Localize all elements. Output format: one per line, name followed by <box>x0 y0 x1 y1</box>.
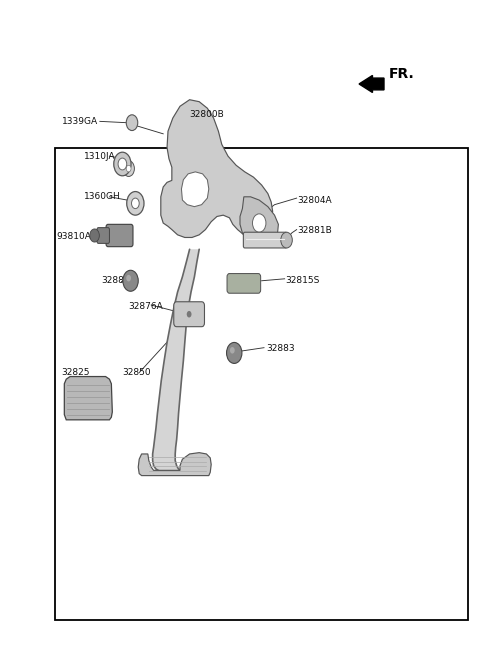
Text: 1339GA: 1339GA <box>62 117 98 126</box>
Circle shape <box>187 311 192 318</box>
Text: 32881B: 32881B <box>298 226 332 236</box>
Text: 1310JA: 1310JA <box>84 152 116 161</box>
Circle shape <box>123 161 134 176</box>
Text: 93810A: 93810A <box>57 232 92 241</box>
Text: FR.: FR. <box>389 68 415 81</box>
Circle shape <box>126 275 131 281</box>
Polygon shape <box>181 172 209 207</box>
FancyArrow shape <box>359 75 384 92</box>
Circle shape <box>126 165 131 172</box>
Text: 32883: 32883 <box>101 276 130 285</box>
Circle shape <box>252 214 266 232</box>
FancyBboxPatch shape <box>243 232 287 248</box>
Text: 32883: 32883 <box>266 344 295 354</box>
FancyBboxPatch shape <box>174 302 204 327</box>
Polygon shape <box>153 249 199 471</box>
Circle shape <box>230 347 235 354</box>
Text: 1360GH: 1360GH <box>84 192 121 201</box>
Text: 32815S: 32815S <box>286 276 320 285</box>
Circle shape <box>126 115 138 131</box>
Polygon shape <box>64 377 112 420</box>
Circle shape <box>123 270 138 291</box>
Circle shape <box>118 158 127 170</box>
Circle shape <box>281 232 292 248</box>
Text: 32804A: 32804A <box>298 195 332 205</box>
Text: 32825: 32825 <box>61 368 90 377</box>
Circle shape <box>114 152 131 176</box>
Text: 32850: 32850 <box>122 368 151 377</box>
Polygon shape <box>240 197 278 245</box>
FancyBboxPatch shape <box>97 228 109 243</box>
Text: 32800B: 32800B <box>190 110 224 119</box>
Circle shape <box>90 229 99 242</box>
Circle shape <box>227 342 242 363</box>
Circle shape <box>132 198 139 209</box>
Polygon shape <box>138 453 211 476</box>
Bar <box>55 148 468 620</box>
FancyBboxPatch shape <box>106 224 133 247</box>
Circle shape <box>127 192 144 215</box>
Polygon shape <box>161 100 273 237</box>
FancyBboxPatch shape <box>227 274 261 293</box>
Text: 32876A: 32876A <box>129 302 163 311</box>
